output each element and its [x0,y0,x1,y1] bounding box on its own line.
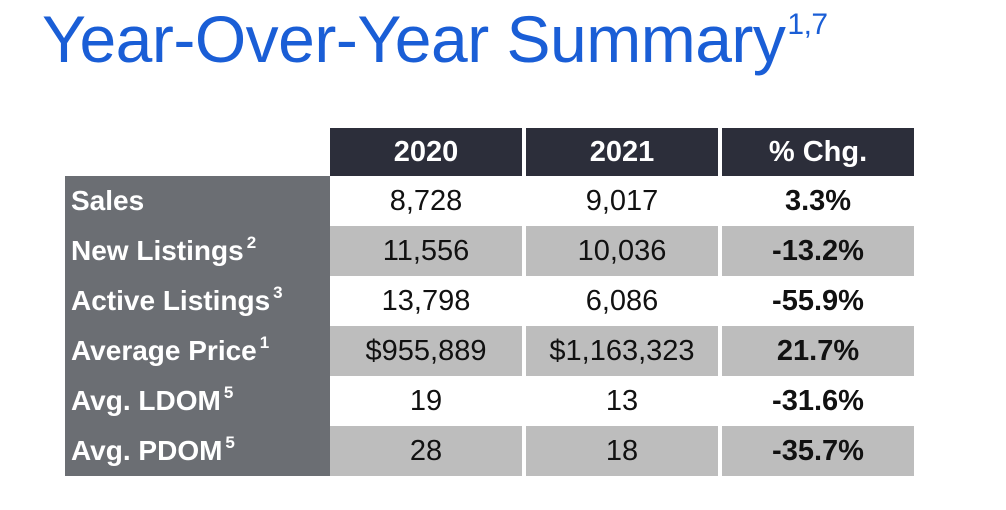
row-label-sales: Sales [65,176,330,226]
row-label-text: New Listings [71,235,244,266]
page-title: Year-Over-Year Summary1,7 [42,6,828,72]
header-pct-change: % Chg. [722,128,914,176]
row-label-active-listings: Active Listings 3 [65,276,330,326]
value-2021: 10,036 [526,226,722,276]
row-label-avg-pdom: Avg. PDOM 5 [65,426,330,476]
row-label-footnote: 3 [273,283,283,302]
header-row: 2020 2021 % Chg. [65,128,914,176]
header-2021: 2021 [526,128,722,176]
value-2020: $955,889 [330,326,526,376]
row-label-footnote: 1 [259,333,270,352]
value-pct-change: 3.3% [722,176,914,226]
value-pct-change: -13.2% [722,226,914,276]
value-2020: 19 [330,376,526,426]
value-2020: 8,728 [330,176,526,226]
value-2020: 28 [330,426,526,476]
value-pct-change: -35.7% [722,426,914,476]
table-row: Avg. LDOM 5 19 13 -31.6% [65,376,914,426]
title-footnote: 1,7 [787,8,828,41]
summary-table: 2020 2021 % Chg. Sales 8,728 9,017 3.3% … [65,128,914,476]
value-2021: 6,086 [526,276,722,326]
table-row: Avg. PDOM 5 28 18 -35.7% [65,426,914,476]
value-pct-change: -31.6% [722,376,914,426]
row-label-average-price: Average Price 1 [65,326,330,376]
row-label-text: Average Price [71,335,257,366]
row-label-text: Active Listings [71,285,271,316]
table-row: New Listings 2 11,556 10,036 -13.2% [65,226,914,276]
value-2020: 11,556 [330,226,526,276]
row-label-footnote: 5 [223,383,234,402]
value-2020: 13,798 [330,276,526,326]
table-row: Average Price 1 $955,889 $1,163,323 21.7% [65,326,914,376]
row-label-footnote: 2 [246,233,257,252]
title-text: Year-Over-Year Summary [42,2,786,76]
row-label-text: Sales [71,185,145,216]
table-row: Sales 8,728 9,017 3.3% [65,176,914,226]
value-2021: 18 [526,426,722,476]
row-label-text: Avg. PDOM [71,435,223,466]
header-blank-cell [65,128,330,176]
header-2020: 2020 [330,128,526,176]
value-2021: 9,017 [526,176,722,226]
row-label-text: Avg. LDOM [71,385,221,416]
value-pct-change: 21.7% [722,326,914,376]
value-pct-change: -55.9% [722,276,914,326]
row-label-footnote: 5 [225,433,235,452]
table-row: Active Listings 3 13,798 6,086 -55.9% [65,276,914,326]
row-label-avg-ldom: Avg. LDOM 5 [65,376,330,426]
value-2021: 13 [526,376,722,426]
row-label-new-listings: New Listings 2 [65,226,330,276]
value-2021: $1,163,323 [526,326,722,376]
